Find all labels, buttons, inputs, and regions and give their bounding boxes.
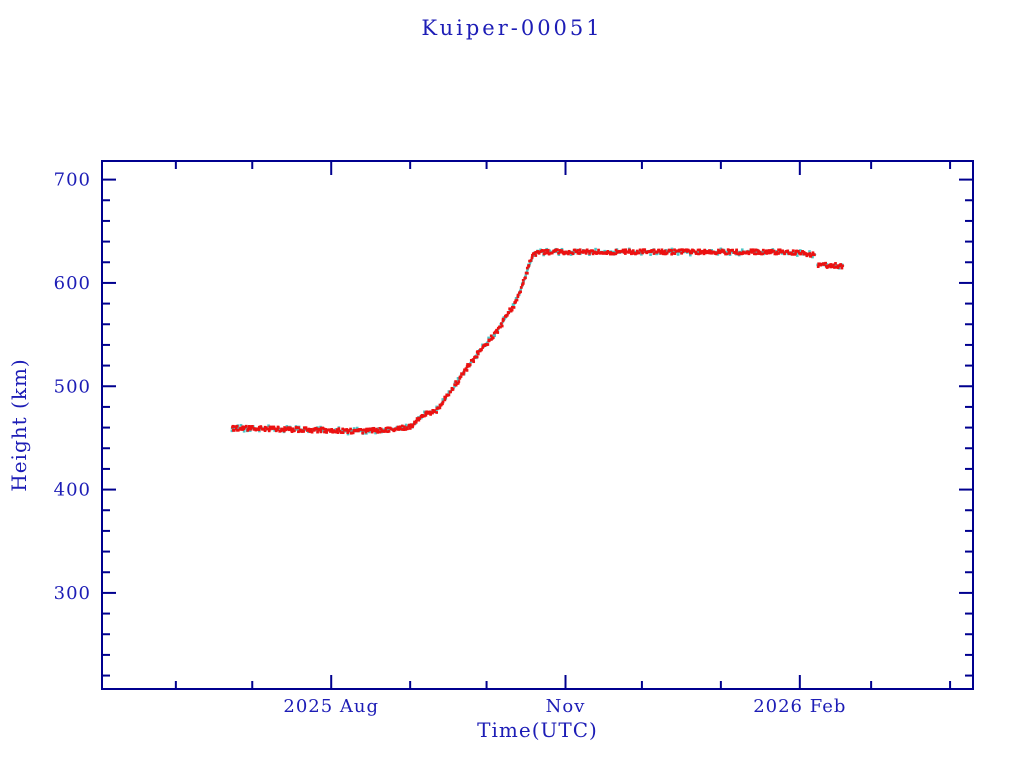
chart-title: Kuiper-00051 (421, 16, 603, 40)
tick-label: 2026 Feb (753, 696, 846, 717)
axis-ticks (103, 162, 972, 688)
tick-label: 600 (54, 273, 91, 294)
x-axis-title: Time(UTC) (477, 718, 598, 742)
tick-label: 500 (54, 376, 91, 397)
tick-label: 400 (54, 480, 91, 501)
tick-label: Nov (546, 696, 586, 717)
tick-label: 300 (54, 583, 91, 604)
tick-label: 700 (54, 170, 91, 191)
series-observed (231, 248, 844, 435)
series-predicted (230, 247, 845, 436)
plot-frame (101, 160, 974, 690)
tick-labels: 2025 Aug Nov 2026 Feb 300 400 500 600 700 (54, 170, 846, 717)
tick-label: 2025 Aug (283, 696, 379, 717)
